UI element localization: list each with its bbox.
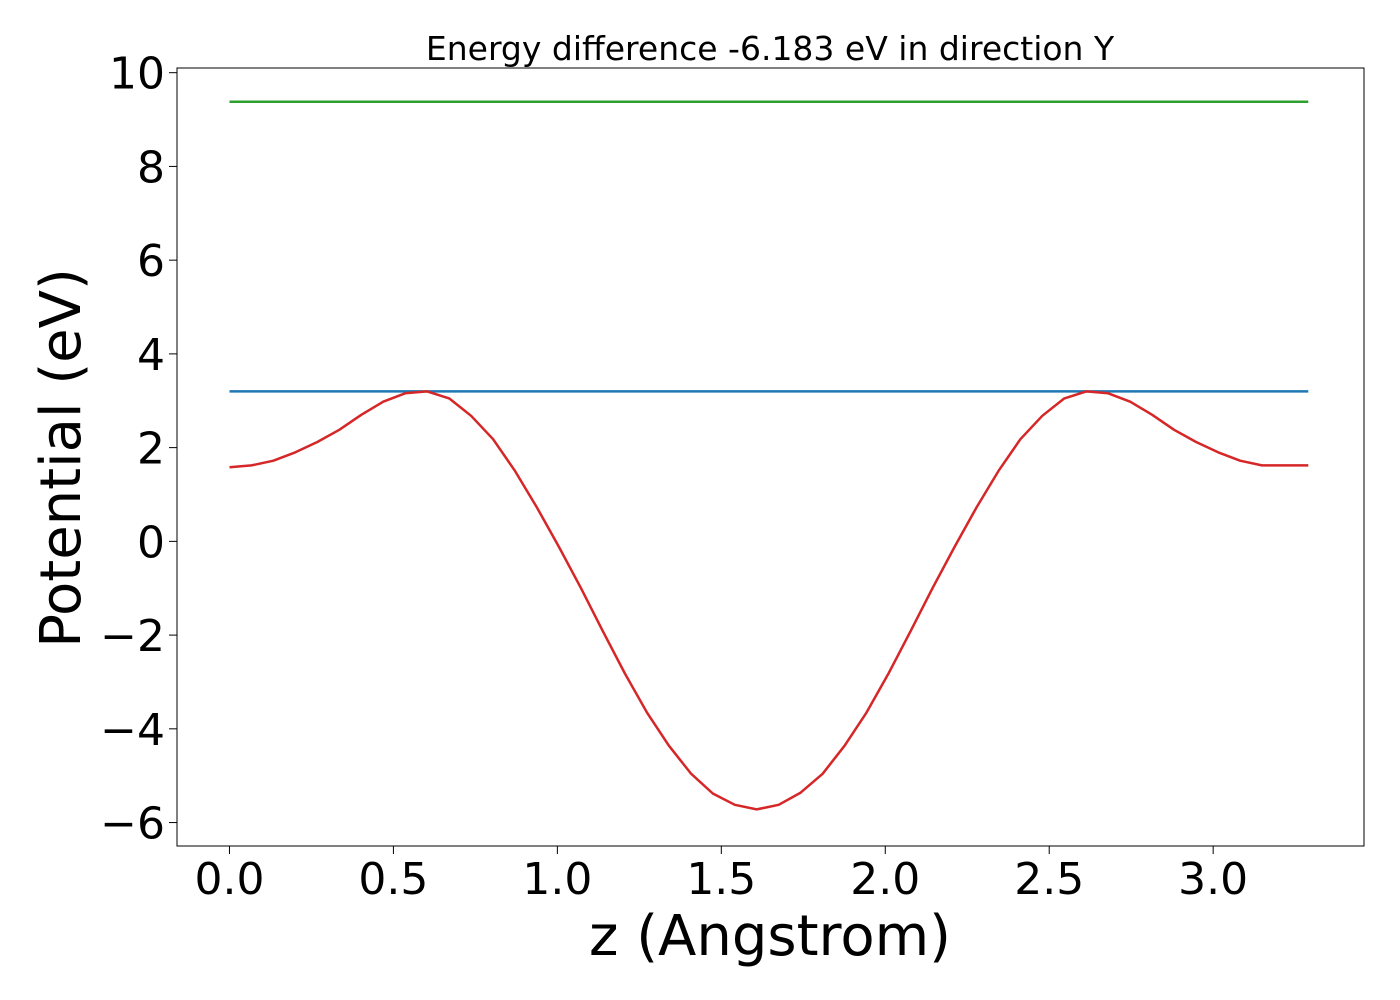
y-tick-label: −4 bbox=[100, 705, 165, 756]
y-axis-title: Potential (eV) bbox=[29, 268, 94, 648]
y-axis-ticks: −6 −4 −2 0 2 4 6 8 10 bbox=[100, 49, 177, 850]
x-tick-label: 2.5 bbox=[1014, 854, 1084, 905]
x-tick-label: 1.5 bbox=[686, 854, 756, 905]
y-tick-label: 0 bbox=[137, 517, 165, 568]
x-tick-label: 0.0 bbox=[194, 854, 264, 905]
y-tick-label: −2 bbox=[100, 611, 165, 662]
plot-lines bbox=[229, 100, 1309, 811]
plot-frame bbox=[176, 67, 1365, 847]
y-tick-label: 2 bbox=[137, 424, 165, 475]
x-axis-title: z (Angstrom) bbox=[589, 904, 951, 969]
chart-title: Energy difference -6.183 eV in direction… bbox=[426, 29, 1115, 68]
y-tick-label: 4 bbox=[137, 330, 165, 381]
x-tick-label: 1.0 bbox=[522, 854, 592, 905]
y-tick-label: 6 bbox=[137, 236, 165, 287]
y-tick-label: 10 bbox=[109, 49, 165, 100]
x-tick-label: 0.5 bbox=[358, 854, 428, 905]
x-tick-label: 2.0 bbox=[850, 854, 920, 905]
x-axis-ticks: 0.0 0.5 1.0 1.5 2.0 2.5 3.0 bbox=[194, 846, 1248, 905]
y-tick-label: −6 bbox=[100, 799, 165, 850]
y-tick-label: 8 bbox=[137, 142, 165, 193]
x-tick-label: 3.0 bbox=[1178, 854, 1248, 905]
series-line-2 bbox=[229, 390, 1309, 811]
